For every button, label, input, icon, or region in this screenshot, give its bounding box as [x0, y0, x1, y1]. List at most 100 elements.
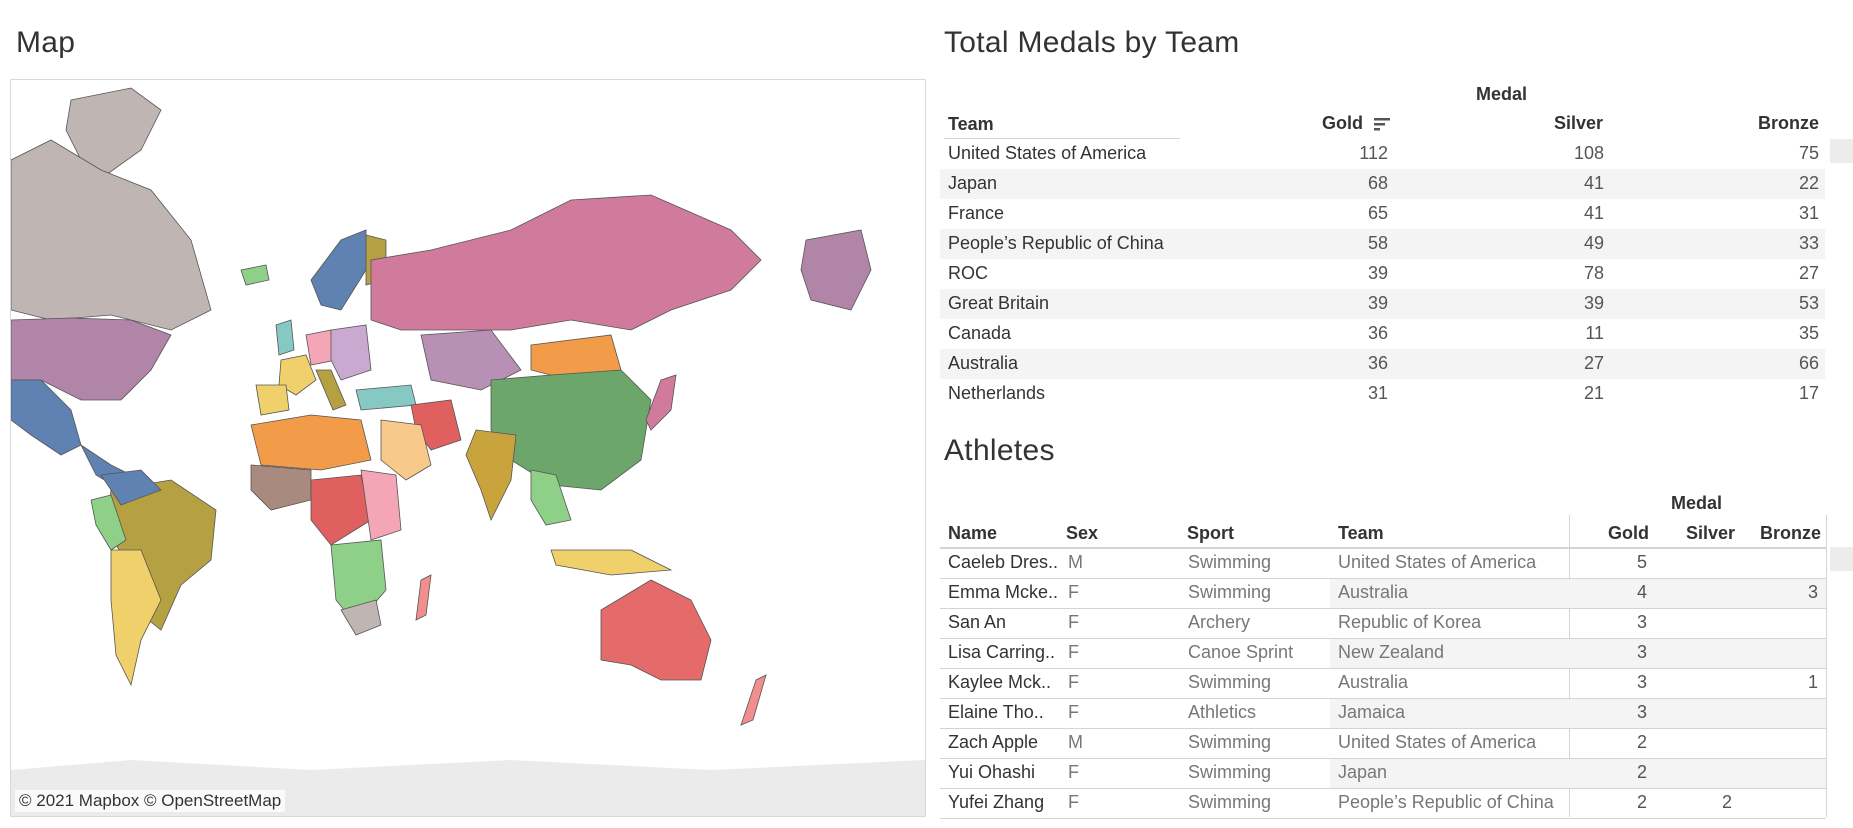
world-map-canvas[interactable] — [11, 80, 925, 816]
athletes-cell-gold: 3 — [1636, 672, 1647, 692]
athletes-table-title: Athletes — [944, 434, 1055, 467]
medals-cell-bronze: 35 — [1798, 323, 1819, 343]
map-region-eastern-europe[interactable] — [330, 324, 372, 381]
athletes-cell-name[interactable]: Zach Apple — [948, 732, 1039, 752]
athletes-cell-bronze: 1 — [1807, 672, 1818, 692]
athletes-column-header-sport[interactable]: Sport — [1187, 523, 1234, 543]
medals-cell-gold: 65 — [1367, 203, 1388, 223]
medals-cell-team[interactable]: People’s Republic of China — [948, 233, 1164, 253]
map-region-indonesia[interactable] — [550, 549, 673, 576]
medals-cell-bronze: 17 — [1798, 383, 1819, 403]
map-region-china[interactable] — [490, 369, 652, 491]
athletes-cell-gold: 3 — [1636, 702, 1647, 722]
athletes-column-header-silver[interactable]: Silver — [1686, 523, 1736, 543]
athletes-cell-sport: Swimming — [1188, 732, 1272, 752]
column-header-gold[interactable]: Gold — [1322, 113, 1391, 134]
medals-cell-gold: 39 — [1367, 293, 1388, 313]
map-region-scandinavia[interactable] — [310, 229, 367, 311]
map-region-peru[interactable] — [90, 494, 127, 551]
map-region-mexico[interactable] — [11, 379, 82, 456]
athletes-cell-team: Republic of Korea — [1338, 612, 1482, 632]
athletes-cell-name[interactable]: Lisa Carring.. — [948, 642, 1056, 662]
athletes-cell-name[interactable]: Elaine Tho.. — [948, 702, 1044, 722]
map-region-madagascar[interactable] — [415, 574, 432, 621]
medals-cell-team[interactable]: France — [948, 203, 1005, 223]
medals-row-band — [940, 169, 1825, 199]
athletes-cell-name[interactable]: San An — [948, 612, 1007, 632]
athletes-column-header-team[interactable]: Team — [1338, 523, 1384, 543]
medals-cell-team[interactable]: Great Britain — [948, 293, 1050, 313]
column-header-bronze[interactable]: Bronze — [1758, 113, 1820, 133]
athletes-cell-name[interactable]: Yufei Zhang — [948, 792, 1045, 812]
map-region-colombia[interactable] — [100, 469, 162, 506]
athletes-cell-sport: Archery — [1188, 612, 1251, 632]
map-region-argentina[interactable] — [110, 549, 162, 687]
medals-cell-team[interactable]: ROC — [948, 263, 988, 283]
athletes-column-header-gold[interactable]: Gold — [1608, 523, 1649, 543]
athletes-right-border — [1826, 515, 1827, 817]
athletes-cell-sport: Athletics — [1188, 702, 1257, 722]
athletes-cell-sex: M — [1068, 732, 1083, 752]
map-region-iceland[interactable] — [240, 264, 270, 286]
athletes-cell-sex: F — [1068, 582, 1079, 602]
column-header-silver[interactable]: Silver — [1554, 113, 1604, 133]
map-region-new-zealand[interactable] — [740, 674, 767, 726]
athletes-row-divider — [940, 548, 1826, 549]
athletes-cell-gold: 4 — [1636, 582, 1647, 602]
athletes-row-divider — [940, 638, 1826, 639]
medals-scrollbar[interactable] — [1830, 139, 1853, 163]
map-region-south-africa[interactable] — [340, 599, 382, 636]
column-header-team[interactable]: Team — [948, 114, 994, 134]
map-attribution[interactable]: © 2021 Mapbox © OpenStreetMap — [15, 790, 286, 812]
medals-cell-team[interactable]: Japan — [948, 173, 998, 193]
sort-descending-icon[interactable] — [1374, 117, 1391, 131]
world-map[interactable]: © 2021 Mapbox © OpenStreetMap — [10, 79, 926, 817]
athletes-cell-team: Jamaica — [1338, 702, 1406, 722]
athletes-column-header-sex[interactable]: Sex — [1066, 523, 1099, 543]
athletes-column-header-bronze[interactable]: Bronze — [1760, 523, 1822, 543]
medals-cell-team[interactable]: United States of America — [948, 143, 1147, 163]
map-region-central-africa[interactable] — [310, 474, 372, 546]
map-region-india[interactable] — [465, 429, 517, 522]
athletes-cell-sport: Swimming — [1188, 582, 1272, 602]
athletes-cell-gold: 3 — [1636, 612, 1647, 632]
athletes-column-header-name[interactable]: Name — [948, 523, 998, 543]
athletes-cell-gold: 2 — [1636, 792, 1647, 812]
map-region-france[interactable] — [278, 354, 317, 396]
athletes-cell-team: Australia — [1338, 672, 1409, 692]
map-region-turkey[interactable] — [355, 384, 417, 411]
map-region-russia[interactable] — [370, 194, 762, 331]
map-region-north-africa[interactable] — [250, 414, 372, 471]
athletes-cell-name[interactable]: Emma Mcke.. — [948, 582, 1059, 602]
map-region-canada[interactable] — [11, 139, 212, 331]
medals-cell-team[interactable]: Netherlands — [948, 383, 1046, 403]
medals-cell-bronze: 33 — [1798, 233, 1819, 253]
athletes-cell-sex: F — [1068, 642, 1079, 662]
athletes-row-divider — [940, 698, 1826, 699]
athletes-cell-name[interactable]: Kaylee Mck.. — [948, 672, 1052, 692]
map-region-uk[interactable] — [275, 319, 295, 356]
athletes-cell-name[interactable]: Yui Ohashi — [948, 762, 1036, 782]
map-region-japan[interactable] — [645, 374, 677, 431]
column-header-gold-label[interactable]: Gold — [1322, 113, 1363, 133]
athletes-cell-gold: 5 — [1636, 552, 1647, 572]
map-region-australia[interactable] — [600, 579, 712, 681]
athletes-scrollbar[interactable] — [1830, 547, 1853, 571]
map-region-southeast-asia[interactable] — [530, 469, 572, 526]
medal-group-header: Medal — [1476, 84, 1528, 104]
map-region-alaska[interactable] — [800, 229, 872, 311]
map-region-italy[interactable] — [315, 369, 347, 411]
map-region-greenland[interactable] — [65, 87, 162, 176]
athletes-cell-name[interactable]: Caeleb Dres.. — [948, 552, 1059, 572]
medals-cell-team[interactable]: Canada — [948, 323, 1012, 343]
map-region-saudi-arabia[interactable] — [380, 419, 432, 481]
map-region-spain[interactable] — [255, 384, 290, 416]
map-region-west-africa[interactable] — [250, 464, 312, 511]
medals-cell-team[interactable]: Australia — [948, 353, 1019, 373]
athletes-cell-sex: F — [1068, 612, 1079, 632]
athletes-row-band — [1330, 638, 1826, 668]
athletes-row-band — [1330, 758, 1826, 788]
map-region-east-africa[interactable] — [360, 469, 402, 541]
athletes-cell-team: United States of America — [1338, 732, 1537, 752]
medals-cell-bronze: 31 — [1798, 203, 1819, 223]
